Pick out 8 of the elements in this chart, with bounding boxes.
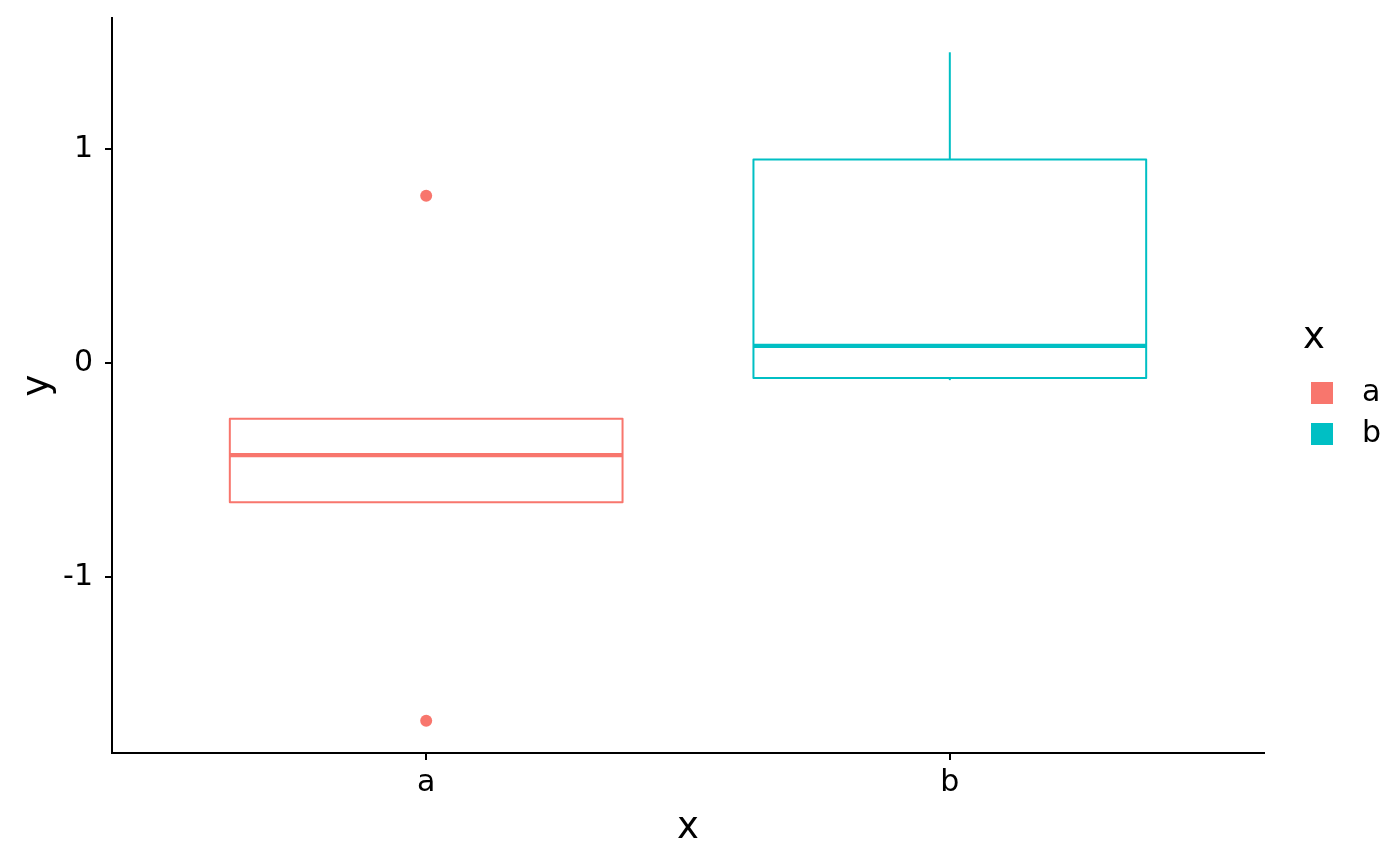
legend-label: b (1362, 413, 1382, 449)
y-tick-label: -1 (63, 557, 93, 593)
y-axis-title: y (13, 374, 57, 397)
y-tick-label: 1 (73, 128, 93, 164)
x-axis-title: x (677, 804, 699, 848)
legend-title: x (1303, 314, 1325, 358)
y-tick-label: 0 (73, 342, 93, 378)
legend-label: a (1362, 372, 1381, 408)
